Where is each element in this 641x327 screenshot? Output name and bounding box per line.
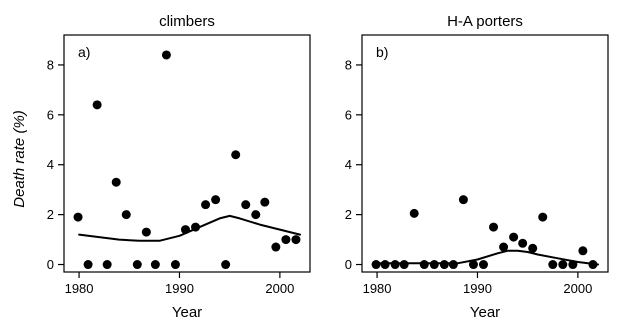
- data-point: [221, 260, 231, 270]
- data-point: [281, 235, 291, 245]
- data-point: [380, 260, 390, 270]
- data-point: [141, 227, 151, 237]
- y-tick-label: 2: [345, 207, 352, 222]
- y-tick-label: 4: [345, 157, 352, 172]
- panel-ha-porters: H-A porters b) 0 2 4 6 8 1980 1990 2000 Year: [345, 13, 609, 321]
- x-axis-label: Year: [470, 304, 500, 321]
- data-point: [458, 195, 468, 205]
- data-point: [390, 260, 400, 270]
- y-tick-label: 6: [345, 107, 352, 122]
- data-point: [429, 260, 439, 270]
- data-point: [73, 212, 83, 222]
- data-point: [419, 260, 429, 270]
- data-point: [538, 212, 548, 222]
- data-point: [489, 222, 499, 232]
- data-point: [121, 210, 131, 220]
- plot-area: [371, 195, 599, 270]
- plot-frame: [361, 34, 609, 273]
- panel-climbers: climbers a) 0 2 4 6 8 1980 1990 2000 Year: [47, 13, 311, 321]
- data-point: [83, 260, 93, 270]
- data-point: [201, 200, 211, 210]
- data-point: [211, 195, 221, 205]
- data-point: [170, 260, 180, 270]
- y-tick-label: 0: [345, 257, 352, 272]
- x-tick-label: 1980: [363, 281, 392, 296]
- plot-area: [73, 50, 301, 270]
- data-point: [399, 260, 409, 270]
- y-tick-label: 6: [47, 107, 54, 122]
- y-tick-label: 2: [47, 207, 54, 222]
- data-point: [371, 260, 381, 270]
- data-point: [271, 242, 281, 252]
- trend-line: [78, 214, 301, 242]
- data-point: [291, 235, 301, 245]
- plot-frame: [63, 34, 311, 273]
- x-tick-label: 2000: [265, 281, 294, 296]
- data-point: [499, 242, 509, 252]
- x-tick-label: 1980: [65, 281, 94, 296]
- data-point: [102, 260, 112, 270]
- data-point: [409, 208, 419, 218]
- data-point: [161, 50, 171, 60]
- data-point: [150, 260, 160, 270]
- panel-label: a): [78, 44, 90, 60]
- x-tick-label: 2000: [563, 281, 592, 296]
- x-tick-label: 1990: [463, 281, 492, 296]
- data-point: [132, 260, 142, 270]
- x-axis-label: Year: [172, 304, 202, 321]
- data-point: [241, 200, 251, 210]
- data-point: [578, 246, 588, 256]
- data-point: [468, 260, 478, 270]
- y-tick-label: 0: [47, 257, 54, 272]
- data-point: [509, 232, 519, 242]
- y-tick-label: 8: [345, 57, 352, 72]
- x-tick-label: 1990: [165, 281, 194, 296]
- data-point: [92, 100, 102, 110]
- panel-label: b): [376, 44, 388, 60]
- data-point: [260, 197, 270, 207]
- data-point: [231, 150, 241, 160]
- y-axis-label: Death rate (%): [11, 110, 28, 208]
- trend-line: [376, 249, 599, 266]
- y-tick-label: 4: [47, 157, 54, 172]
- data-point: [111, 177, 121, 187]
- data-point: [528, 243, 538, 253]
- data-point: [518, 238, 528, 248]
- panel-title: climbers: [159, 13, 215, 30]
- data-point: [548, 260, 558, 270]
- data-point: [439, 260, 449, 270]
- data-point: [448, 260, 458, 270]
- data-point: [251, 210, 261, 220]
- y-tick-label: 8: [47, 57, 54, 72]
- panel-title: H-A porters: [447, 13, 523, 30]
- data-point: [478, 260, 488, 270]
- data-point: [558, 260, 568, 270]
